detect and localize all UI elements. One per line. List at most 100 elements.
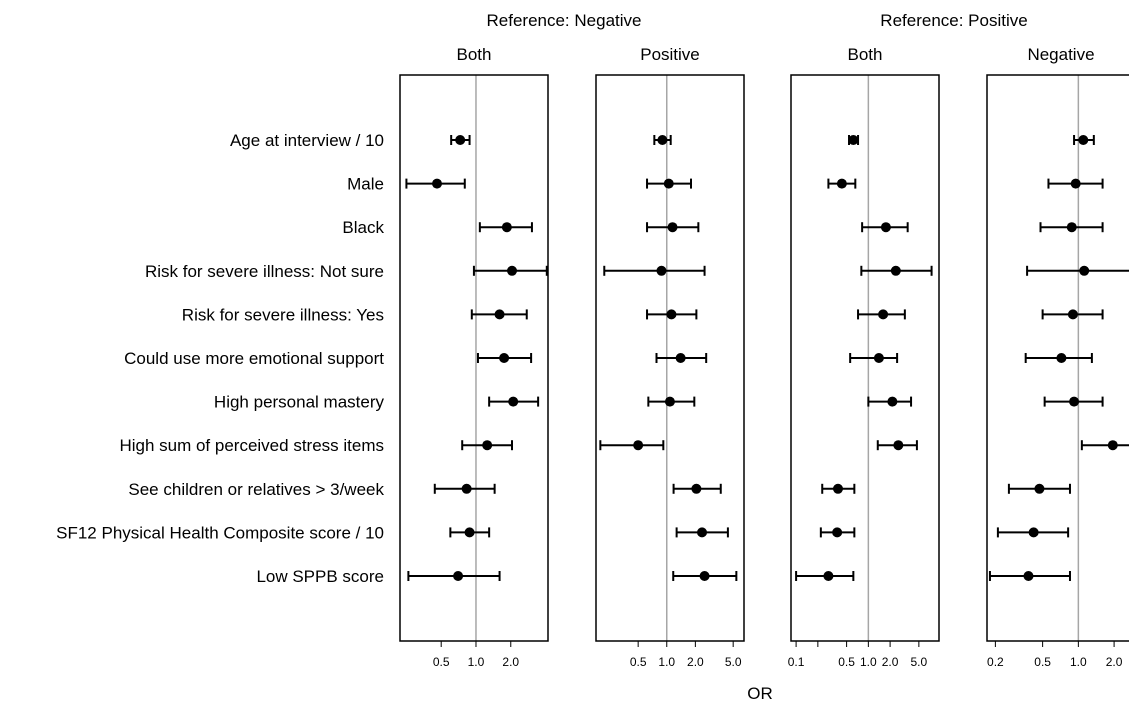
estimates (988, 135, 1129, 581)
estimate-male (827, 178, 857, 189)
point-estimate (453, 571, 464, 581)
panel-title: Both (457, 45, 492, 64)
estimate-risk-for-severe-illness-yes (1041, 309, 1104, 320)
point-estimate (675, 353, 686, 363)
point-estimate (1070, 178, 1081, 189)
point-estimate (633, 440, 644, 451)
point-estimate (667, 222, 678, 233)
estimate-black (1039, 222, 1104, 233)
point-estimate (657, 135, 668, 145)
row-label-risk-for-severe-illness-yes: Risk for severe illness: Yes (182, 305, 384, 324)
point-estimate (1069, 396, 1080, 407)
estimate-risk-for-severe-illness-yes (646, 309, 698, 320)
point-estimate (832, 527, 843, 538)
point-estimate (878, 309, 889, 320)
row-label-high-personal-mastery: High personal mastery (214, 393, 385, 412)
x-tick-label: 0.5 (1034, 655, 1051, 669)
row-label-age-at-interview-10: Age at interview / 10 (230, 131, 384, 150)
panel-title: Both (848, 45, 883, 64)
panel-0: Both 0.5 1.0 2.0 (399, 45, 549, 669)
estimate-sf12-physical-health-composite-score-10 (996, 527, 1070, 538)
point-estimate (893, 440, 904, 451)
estimate-high-personal-mastery (647, 396, 696, 407)
estimate-see-children-or-relatives-3-week (1007, 483, 1071, 494)
estimate-high-personal-mastery (488, 396, 540, 407)
point-estimate (1079, 265, 1090, 276)
point-estimate (494, 309, 505, 320)
point-estimate (455, 135, 466, 145)
estimate-could-use-more-emotional-support (655, 353, 708, 363)
estimate-could-use-more-emotional-support (849, 353, 899, 363)
estimate-black (861, 222, 909, 233)
estimate-age-at-interview-10 (848, 135, 860, 145)
point-estimate (461, 483, 472, 494)
point-estimate (666, 309, 677, 320)
x-tick-label: 2.0 (687, 655, 704, 669)
row-label-risk-for-severe-illness-not-sure: Risk for severe illness: Not sure (145, 262, 384, 281)
x-tick-label: 0.5 (630, 655, 647, 669)
row-label-sf12-physical-health-composite-score-10: SF12 Physical Health Composite score / 1… (56, 523, 384, 542)
estimates (795, 135, 933, 581)
estimate-risk-for-severe-illness-yes (857, 309, 906, 320)
point-estimate (432, 178, 443, 189)
x-tick-label: 2.0 (882, 655, 899, 669)
point-estimate (873, 353, 884, 363)
point-estimate (464, 527, 475, 538)
x-tick-label: 5.0 (911, 655, 928, 669)
point-estimate (890, 265, 901, 276)
estimates (599, 135, 738, 581)
x-axis-label: OR (747, 684, 773, 703)
estimate-age-at-interview-10 (1073, 135, 1095, 145)
estimate-high-sum-of-perceived-stress-items (1080, 440, 1129, 451)
panel-title: Negative (1027, 45, 1094, 64)
estimate-sf12-physical-health-composite-score-10 (819, 527, 856, 538)
point-estimate (1066, 222, 1077, 233)
group-title-reference-negative: Reference: Negative (487, 11, 642, 30)
x-tick-label: 0.5 (838, 655, 855, 669)
estimate-risk-for-severe-illness-not-sure (1026, 265, 1129, 276)
estimate-low-sppb-score (988, 571, 1071, 581)
estimate-see-children-or-relatives-3-week (433, 483, 496, 494)
panel-1: Positive 0.5 1.0 2.0 5.0 (595, 45, 745, 669)
point-estimate (1078, 135, 1089, 145)
estimate-high-sum-of-perceived-stress-items (599, 440, 665, 451)
estimate-low-sppb-score (672, 571, 738, 581)
point-estimate (1028, 527, 1039, 538)
estimate-see-children-or-relatives-3-week (672, 483, 722, 494)
x-tick-label: 2.0 (502, 655, 519, 669)
point-estimate (836, 178, 847, 189)
estimate-sf12-physical-health-composite-score-10 (449, 527, 491, 538)
point-estimate (664, 396, 675, 407)
panel-frame (595, 74, 745, 642)
panel-2: Both 0.1 0.5 1.0 2.0 5.0 (788, 45, 940, 669)
x-tick-label: 1.0 (468, 655, 485, 669)
estimate-low-sppb-score (795, 571, 855, 581)
group-title-reference-positive: Reference: Positive (880, 11, 1027, 30)
estimate-black (478, 222, 533, 233)
row-label-black: Black (342, 218, 384, 237)
x-tick-label: 0.2 (987, 655, 1004, 669)
estimate-age-at-interview-10 (653, 135, 672, 145)
point-estimate (499, 353, 510, 363)
x-tick-label: 1.0 (658, 655, 675, 669)
point-estimate (697, 527, 708, 538)
row-labels: Age at interview / 10 Male Black Risk for s… (56, 131, 384, 586)
estimate-could-use-more-emotional-support (476, 353, 533, 363)
estimate-male (646, 178, 693, 189)
panel-frame (790, 74, 940, 642)
point-estimate (699, 571, 710, 581)
x-tick-label: 2.0 (1106, 655, 1123, 669)
estimate-high-personal-mastery (1043, 396, 1104, 407)
row-label-could-use-more-emotional-support: Could use more emotional support (124, 349, 384, 368)
x-tick-label: 0.5 (433, 655, 450, 669)
estimates (405, 135, 548, 581)
panel-frame (986, 74, 1129, 642)
x-tick-label: 5.0 (725, 655, 742, 669)
estimate-age-at-interview-10 (450, 135, 471, 145)
estimate-risk-for-severe-illness-not-sure (603, 265, 706, 276)
x-tick-label: 0.1 (788, 655, 805, 669)
panel-title: Positive (640, 45, 700, 64)
point-estimate (508, 396, 519, 407)
point-estimate (1107, 440, 1118, 451)
